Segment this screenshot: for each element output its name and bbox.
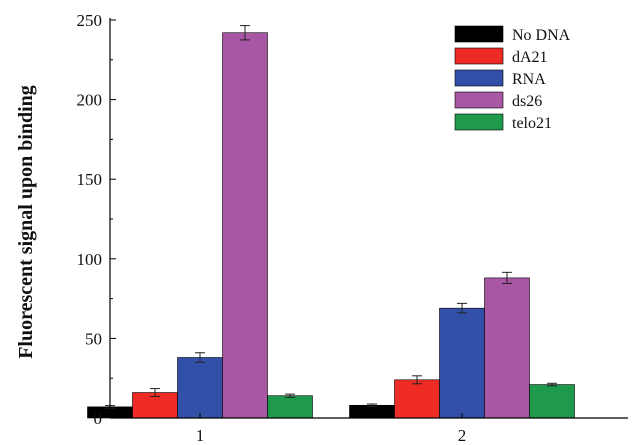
legend-swatch-no-dna <box>454 25 504 43</box>
error-bar-rna-1 <box>195 352 205 363</box>
bar-telo21-2 <box>529 384 575 419</box>
legend-swatch-ds26 <box>454 91 504 109</box>
y-axis-title: Fluorescent signal upon binding <box>15 85 37 359</box>
error-bar-telo21-1 <box>285 393 295 398</box>
error-bar-rna-2 <box>457 302 467 314</box>
legend-swatch-telo21 <box>454 113 504 131</box>
legend-label-da21: dA21 <box>512 49 548 66</box>
y-tick-label-0: 0 <box>94 409 103 428</box>
legend-label-telo21: telo21 <box>512 115 552 132</box>
error-bar-ds26-2 <box>502 271 512 284</box>
bar-ds26-1 <box>222 32 268 419</box>
error-bar-da21-1 <box>150 388 160 398</box>
error-bar-telo21-2 <box>547 382 557 387</box>
error-bar-no-dna-2 <box>367 403 377 408</box>
y-tick-label-250: 250 <box>77 11 103 30</box>
legend-label-rna: RNA <box>512 71 546 88</box>
bar-no-dna-2 <box>349 404 395 419</box>
x-tick-label-2: 2 <box>458 426 467 445</box>
y-tick-label-50: 50 <box>85 329 102 348</box>
bar-da21-2 <box>394 379 440 419</box>
legend-swatch-da21 <box>454 47 504 65</box>
bar-rna-2 <box>439 307 485 419</box>
x-tick-label-1: 1 <box>196 426 205 445</box>
axes: 0 50 100 150 200 250 1 2 <box>77 11 628 445</box>
y-tick-label-100: 100 <box>77 250 103 269</box>
bar-rna-1 <box>177 357 223 419</box>
legend-swatch-rna <box>454 69 504 87</box>
error-bar-da21-2 <box>412 375 422 385</box>
bars <box>87 25 575 419</box>
error-bar-ds26-1 <box>240 25 250 41</box>
legend-label-no-dna: No DNA <box>512 27 571 44</box>
bar-telo21-1 <box>267 395 313 419</box>
y-tick-label-200: 200 <box>77 91 103 110</box>
bar-ds26-2 <box>484 277 530 419</box>
legend-label-ds26: ds26 <box>512 93 542 110</box>
legend: No DNA dA21 RNA ds26 telo21 <box>454 25 571 132</box>
y-tick-label-150: 150 <box>77 170 103 189</box>
